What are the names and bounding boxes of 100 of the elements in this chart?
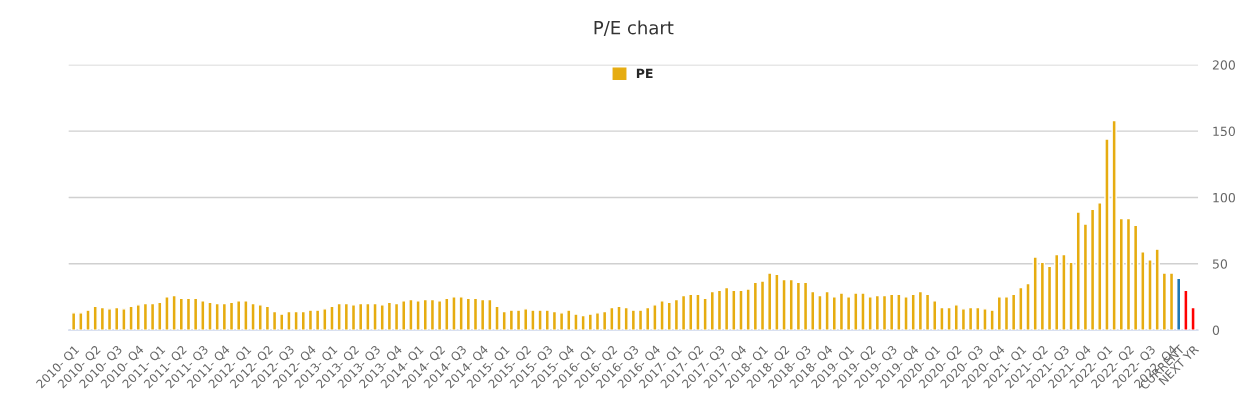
- bar: [444, 297, 450, 331]
- bar: [386, 301, 393, 331]
- bar: [515, 309, 522, 331]
- bar: [508, 309, 515, 331]
- bar: [480, 298, 486, 331]
- bar: [788, 278, 794, 331]
- bar: [666, 301, 672, 331]
- bar: [838, 292, 845, 331]
- bar: [910, 293, 916, 331]
- bar: [924, 293, 931, 331]
- bar: [759, 280, 766, 331]
- bar: [1054, 253, 1060, 331]
- bar: [271, 310, 278, 331]
- bar: [465, 297, 471, 331]
- bar: [1154, 248, 1160, 331]
- bar: [1032, 256, 1038, 331]
- y-tick-label: 100: [1213, 192, 1235, 203]
- bar: [673, 298, 680, 331]
- bar: [566, 309, 572, 331]
- bar: [853, 292, 859, 331]
- bar: [1082, 223, 1089, 331]
- bar: [1003, 296, 1010, 331]
- bar: [874, 294, 880, 331]
- bar: [960, 308, 967, 331]
- bar: [810, 290, 816, 331]
- bar: [716, 289, 723, 331]
- bar: [92, 305, 98, 331]
- y-tick-label: 200: [1212, 60, 1235, 70]
- bar: [393, 302, 400, 331]
- bar: [135, 304, 141, 331]
- bar: [594, 312, 601, 331]
- bar: [953, 304, 959, 331]
- y-tick-label: 50: [1212, 259, 1228, 269]
- bar: [1097, 202, 1103, 331]
- bar: [831, 296, 837, 331]
- bar: [501, 310, 507, 331]
- bar: [680, 294, 687, 331]
- bar: [178, 297, 184, 331]
- bar: [967, 306, 974, 331]
- bar: [738, 289, 744, 331]
- bar: [745, 288, 751, 331]
- bar: [1132, 224, 1139, 331]
- bar: [623, 306, 629, 331]
- bar: [544, 309, 550, 331]
- bar: [314, 309, 321, 331]
- bar: [881, 294, 888, 331]
- bar: [185, 297, 192, 331]
- bar: [257, 304, 263, 331]
- bar: [558, 312, 565, 331]
- bar: [637, 309, 644, 331]
- bar: [845, 296, 852, 331]
- bar: [917, 290, 924, 331]
- bar: [279, 313, 285, 331]
- bar: [300, 310, 306, 331]
- bar: [307, 309, 314, 331]
- bar: [1161, 272, 1168, 331]
- bar: [795, 281, 802, 331]
- bar: [149, 302, 156, 331]
- bar: [767, 272, 773, 331]
- bar: [996, 296, 1002, 331]
- bar: [1140, 251, 1146, 331]
- bar: [587, 313, 593, 331]
- bar: [932, 300, 938, 331]
- bar: [70, 312, 77, 331]
- bar: [645, 306, 651, 331]
- bar: [688, 293, 694, 331]
- bar: [343, 302, 350, 331]
- bar: [1125, 217, 1132, 331]
- bar: [157, 301, 163, 331]
- bar: [322, 308, 328, 331]
- bar: [551, 310, 558, 331]
- bar: [752, 281, 759, 331]
- bar: [601, 310, 608, 331]
- bar: [889, 293, 895, 331]
- bar: [264, 305, 271, 331]
- bar: [214, 302, 220, 331]
- bar: [1010, 293, 1017, 331]
- bar: [1118, 217, 1124, 331]
- bar: [472, 297, 479, 331]
- bar: [200, 300, 206, 331]
- bar: [99, 306, 106, 331]
- bar: [429, 298, 436, 331]
- bar: [630, 309, 637, 331]
- bar: [1039, 261, 1046, 331]
- bar: [358, 302, 364, 331]
- bar: [142, 302, 149, 331]
- bar: [1147, 259, 1153, 331]
- bar: [207, 301, 213, 331]
- chart-title: P/E chart: [594, 20, 674, 36]
- bar: [802, 281, 809, 331]
- bar: [236, 300, 242, 331]
- bar: [192, 297, 199, 331]
- bar: [731, 289, 737, 331]
- bar: [523, 308, 529, 331]
- bar: [221, 302, 228, 331]
- bar: [1046, 265, 1053, 331]
- bar: [1176, 277, 1182, 331]
- bar: [228, 301, 235, 331]
- y-tick-label: 150: [1213, 126, 1235, 137]
- bar: [975, 306, 981, 331]
